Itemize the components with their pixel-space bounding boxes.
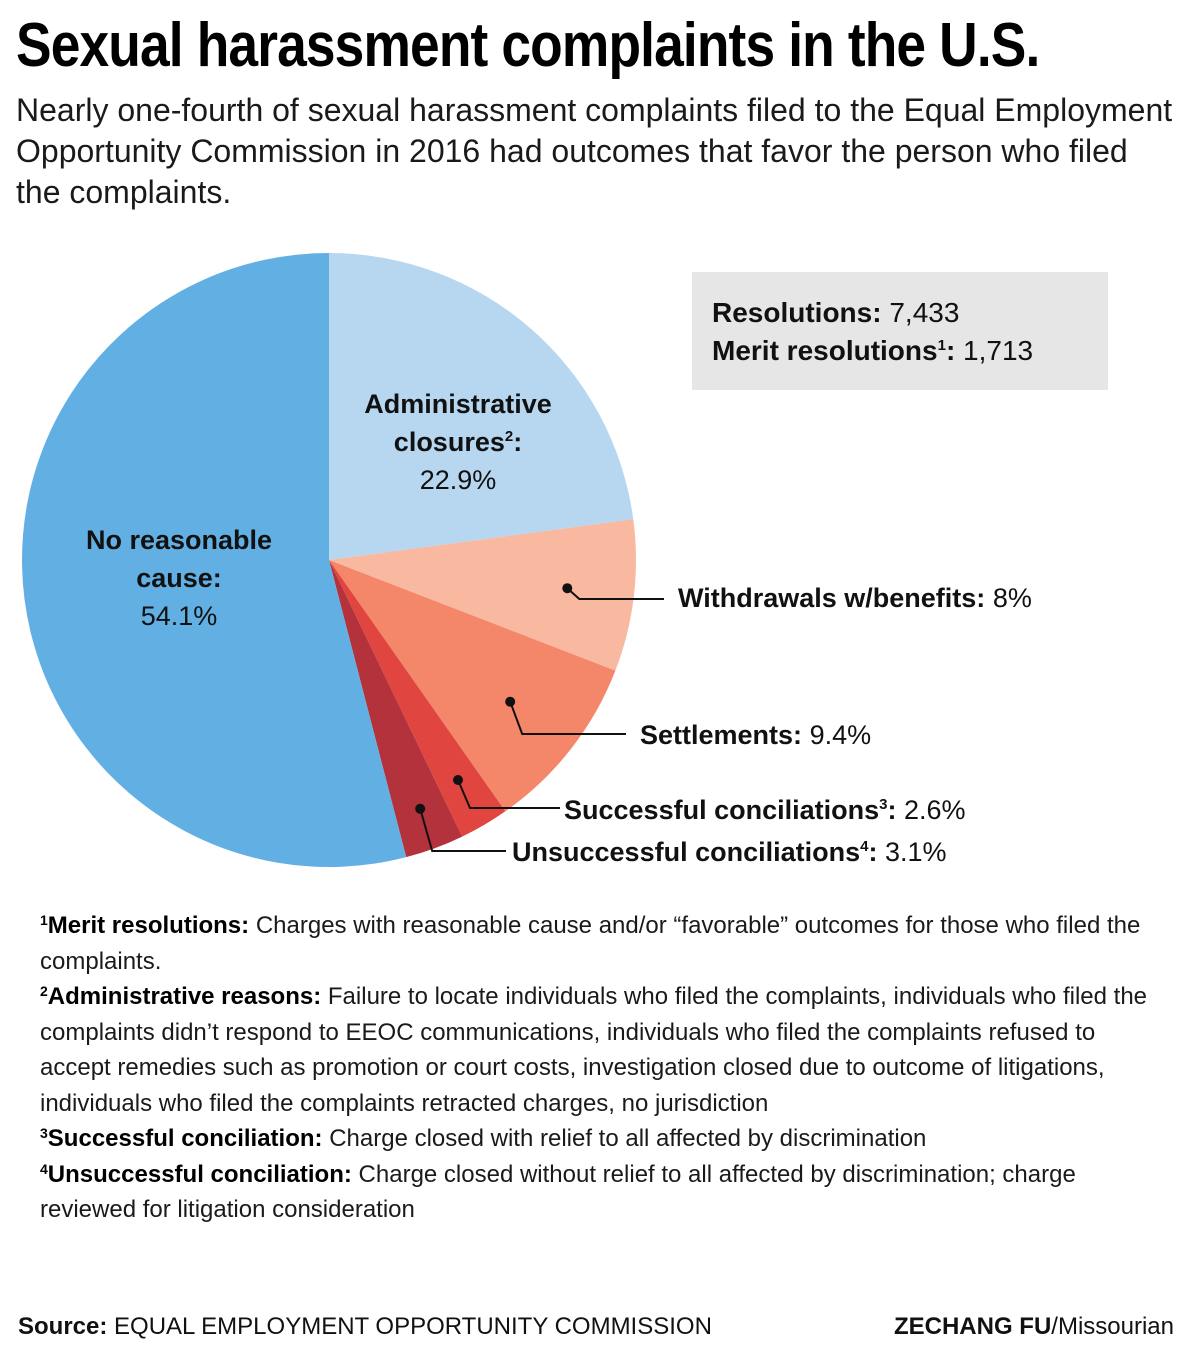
source-label: Source:: [18, 1313, 108, 1340]
pie-slice-successful-conciliations: [329, 560, 506, 837]
label-no-reasonable-cause: No reasonable cause: 54.1%: [58, 521, 300, 635]
stats-box: Resolutions: 7,433 Merit resolutions1: 1…: [692, 272, 1108, 390]
footnote-3-text: Charge closed with relief to all affecte…: [329, 1125, 927, 1152]
footnote-1-text: Charges with reasonable cause and/or “fa…: [40, 912, 1141, 975]
label-successful-sup: 3: [879, 796, 888, 813]
label-administrative-closures: Administrative closures2: 22.9%: [330, 385, 586, 499]
pie-slice-no-reasonable-cause: [21, 252, 407, 867]
footnote-2-term: Administrative reasons:: [47, 983, 322, 1010]
chart-title: Sexual harassment complaints in the U.S.: [16, 11, 1040, 80]
credit-name: ZECHANG FU: [893, 1313, 1052, 1340]
label-successful-value: 2.6%: [903, 795, 966, 825]
credit-org: /Missourian: [1051, 1313, 1174, 1340]
leader-dot-successful-conciliations: [453, 775, 463, 785]
footnote-3-term: Successful conciliation:: [47, 1125, 323, 1152]
chart-subtitle: Nearly one-fourth of sexual harassment c…: [16, 92, 1173, 210]
footnote-2: 2Administrative reasons: Failure to loca…: [40, 979, 1160, 1121]
label-nrc-line1: No reasonable: [85, 525, 273, 555]
label-successful-name: Successful conciliations: [564, 795, 880, 825]
pie-chart: [21, 252, 664, 867]
credit-line: ZECHANG FU/Missourian: [894, 1310, 1174, 1344]
footer: Source: EQUAL EMPLOYMENT OPPORTUNITY COM…: [18, 1310, 1174, 1344]
footnote-3: 3Successful conciliation: Charge closed …: [40, 1121, 1160, 1157]
label-unsuccessful-value: 3.1%: [884, 837, 947, 867]
footnote-4-term: Unsuccessful conciliation:: [47, 1160, 352, 1188]
source-line: Source: EQUAL EMPLOYMENT OPPORTUNITY COM…: [18, 1310, 712, 1344]
footnote-4: 4Unsuccessful conciliation: Charge close…: [40, 1157, 1160, 1228]
footnote-1-term: Merit resolutions:: [47, 912, 250, 939]
label-successful-conciliations: Successful conciliations3: 2.6%: [564, 791, 966, 829]
footnote-2-num: 2: [40, 983, 48, 999]
leader-dot-settlements: [505, 696, 516, 707]
label-unsuccessful-colon: :: [868, 837, 878, 867]
footnote-2-text: Failure to locate individuals who filed …: [40, 983, 1148, 1117]
leader-line-unsuccessful-conciliations: [419, 808, 506, 852]
label-admin-sup: 2: [504, 428, 514, 445]
leader-dot-withdrawals-w-benefits: [562, 583, 573, 594]
label-settlements-name: Settlements:: [640, 720, 803, 750]
source-text: EQUAL EMPLOYMENT OPPORTUNITY COMMISSION: [114, 1313, 712, 1340]
stat-merit: Merit resolutions1: 1,713: [712, 332, 1108, 370]
stat-merit-value: 1,713: [963, 335, 1034, 366]
label-nrc-line2: cause:: [136, 563, 222, 593]
label-settlements-value: 9.4%: [809, 720, 872, 750]
footnote-1-num: 1: [40, 912, 48, 928]
footnotes: 1Merit resolutions: Charges with reasona…: [40, 908, 1160, 1228]
label-nrc-value: 54.1%: [140, 601, 218, 631]
stat-merit-colon: :: [945, 335, 956, 366]
leader-line-successful-conciliations: [457, 779, 560, 809]
stat-merit-label: Merit resolutions: [712, 335, 938, 366]
label-unsuccessful-name: Unsuccessful conciliations: [512, 837, 861, 867]
pie-slice-settlements: [329, 560, 616, 812]
leader-dot-unsuccessful-conciliations: [415, 803, 426, 814]
label-unsuccessful-conciliations: Unsuccessful conciliations4: 3.1%: [512, 833, 947, 871]
stat-merit-sup: 1: [937, 337, 946, 354]
label-withdrawals: Withdrawals w/benefits: 8%: [678, 579, 1032, 617]
label-admin-value: 22.9%: [419, 465, 497, 495]
label-withdrawals-value: 8%: [992, 583, 1032, 613]
label-admin-colon: :: [513, 427, 523, 457]
footnote-1: 1Merit resolutions: Charges with reasona…: [40, 908, 1160, 979]
leader-line-withdrawals-w-benefits: [566, 587, 664, 600]
pie-slice-unsuccessful-conciliations: [329, 560, 463, 858]
footnote-4-num: 4: [40, 1160, 48, 1177]
stat-resolutions-value: 7,433: [889, 297, 960, 328]
label-admin-line2: closures: [393, 427, 505, 457]
pie-slice-withdrawals-w-benefits: [329, 519, 636, 671]
label-admin-line1: Administrative: [364, 389, 552, 419]
stat-resolutions-label: Resolutions:: [712, 297, 882, 328]
label-withdrawals-name: Withdrawals w/benefits:: [678, 583, 986, 613]
footnote-3-num: 3: [40, 1125, 48, 1141]
label-unsuccessful-sup: 4: [860, 838, 869, 855]
label-settlements: Settlements: 9.4%: [640, 716, 871, 754]
leader-line-settlements: [509, 701, 626, 735]
pie-slice-administrative-closures: [329, 253, 634, 560]
footnote-4-text: Charge closed without relief to all affe…: [40, 1160, 1076, 1224]
stat-resolutions: Resolutions: 7,433: [712, 294, 1108, 332]
label-successful-colon: :: [887, 795, 897, 825]
